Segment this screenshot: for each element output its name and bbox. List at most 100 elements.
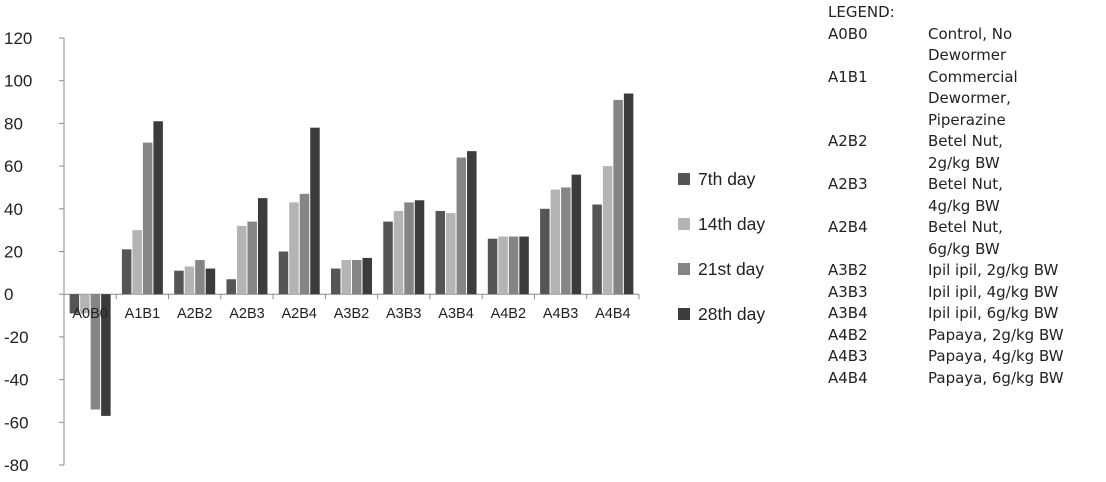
key-description: Ipil ipil, 4g/kg BW	[928, 282, 1104, 304]
key-title: LEGEND:	[828, 3, 895, 21]
bar	[414, 200, 425, 295]
bar	[101, 294, 111, 416]
bar	[508, 236, 519, 295]
bar	[613, 99, 623, 295]
y-tick-label: -40	[4, 371, 29, 390]
legend-item: 28th day	[678, 303, 765, 325]
bar	[623, 93, 634, 295]
key-description: Betel Nut, 6g/kg BW	[928, 217, 1104, 260]
bar	[602, 166, 613, 295]
bar	[69, 294, 80, 314]
legend-label: 21st day	[698, 258, 765, 279]
bar	[498, 236, 508, 295]
key-description-line: 2g/kg BW	[928, 153, 1000, 172]
y-tick-label: 40	[4, 200, 23, 219]
bar	[519, 236, 529, 295]
key-code: A4B2	[828, 325, 868, 344]
x-category-label: A2B4	[281, 306, 316, 322]
bar	[446, 213, 456, 295]
bar	[257, 198, 268, 295]
key-row: A0B0 Control, No Dewormer	[828, 24, 1104, 67]
key-description: Commercial Dewormer, Piperazine	[928, 67, 1104, 132]
legend-item: 14th day	[678, 213, 765, 235]
bar	[550, 189, 561, 295]
bar	[352, 260, 362, 295]
key-row: A2B2 Betel Nut, 2g/kg BW	[828, 131, 1104, 174]
bar	[289, 202, 299, 295]
bar	[205, 268, 216, 295]
bar	[362, 257, 372, 295]
bar	[487, 238, 498, 295]
bar	[561, 187, 571, 295]
key-code: A4B3	[828, 347, 868, 365]
y-tick-label: -80	[4, 456, 29, 475]
key-description-line: Dewormer	[928, 46, 1007, 64]
key-description: Ipil ipil, 2g/kg BW	[928, 260, 1104, 282]
legend-swatch	[678, 218, 690, 230]
legend-label: 28th day	[698, 303, 766, 324]
y-tick-label: -60	[4, 413, 29, 432]
key-row: A3B2 Ipil ipil, 2g/kg BW	[828, 260, 1104, 282]
key-description-line: Papaya, 4g/kg BW	[928, 347, 1064, 365]
key-description-line: Ipil ipil, 4g/kg BW	[928, 282, 1059, 301]
legend-label: 14th day	[698, 213, 766, 234]
key-code: A2B3	[828, 175, 868, 193]
key-code: A3B2	[828, 261, 868, 279]
key-code: A3B3	[828, 282, 868, 301]
key-code: A1B1	[828, 67, 868, 86]
chart-plot: 120 100 80 60 40 20 0 -20 -40 -60 -80 A0B0 A1B1 A2B2 A…	[4, 29, 640, 475]
x-category-label: A3B2	[334, 306, 369, 322]
bar	[571, 174, 582, 295]
key-row: A3B4 Ipil ipil, 6g/kg BW	[828, 303, 1104, 325]
x-category-label: A4B4	[595, 306, 630, 322]
bar	[404, 202, 414, 295]
bar	[383, 221, 393, 295]
legend-label: 7th day	[698, 168, 756, 189]
key-code: A4B4	[828, 368, 868, 387]
key-code: A2B4	[828, 218, 868, 236]
x-category-label: A2B2	[177, 306, 212, 322]
key-description-line: Commercial	[928, 67, 1018, 86]
bar	[132, 230, 142, 295]
key-description-line: 4g/kg BW	[928, 196, 1000, 215]
bar	[331, 268, 341, 295]
legend-item: 21st day	[678, 258, 764, 280]
key-description-line: Control, No	[928, 24, 1013, 43]
bar	[540, 208, 550, 295]
bar	[278, 251, 289, 295]
legend-swatch	[678, 173, 690, 185]
key-code: A2B2	[828, 132, 868, 150]
bar	[435, 210, 446, 295]
bar	[341, 260, 351, 295]
key-row: A4B3 Papaya, 4g/kg BW	[828, 346, 1104, 368]
key-description: Betel Nut, 4g/kg BW	[928, 174, 1104, 217]
key-description-line: Betel Nut,	[928, 218, 1003, 236]
bar	[80, 294, 90, 314]
bar	[299, 193, 310, 295]
key-row: A3B3 Ipil ipil, 4g/kg BW	[828, 282, 1104, 304]
y-tick-label: 60	[4, 157, 23, 176]
bar	[393, 210, 404, 295]
key-description-line: Ipil ipil, 6g/kg BW	[928, 304, 1059, 322]
legend-swatch	[678, 263, 690, 275]
key-description-line: Piperazine	[928, 110, 1006, 129]
key-code: A0B0	[828, 24, 868, 43]
key-row: A2B4 Betel Nut, 6g/kg BW	[828, 217, 1104, 260]
key-description: Betel Nut, 2g/kg BW	[928, 131, 1104, 174]
key-description: Papaya, 4g/kg BW	[928, 346, 1104, 368]
key-description-line: Papaya, 2g/kg BW	[928, 325, 1064, 344]
legend-item: 7th day	[678, 168, 755, 190]
key-description-line: Papaya, 6g/kg BW	[928, 368, 1064, 387]
key-code: A3B4	[828, 304, 868, 322]
bar	[142, 142, 153, 295]
y-tick-label: 100	[4, 72, 32, 91]
bar	[236, 225, 247, 295]
y-tick-label: 0	[4, 285, 13, 304]
key-description: Papaya, 6g/kg BW	[928, 368, 1104, 390]
treatment-key-panel: LEGEND: A0B0 Control, No Dewormer A1B1 Comme…	[828, 2, 1104, 389]
key-description: Ipil ipil, 6g/kg BW	[928, 303, 1104, 325]
y-tick-label: -20	[4, 328, 29, 347]
bar	[195, 260, 205, 295]
key-description-line: Betel Nut,	[928, 175, 1003, 193]
key-description-line: 6g/kg BW	[928, 239, 1000, 258]
